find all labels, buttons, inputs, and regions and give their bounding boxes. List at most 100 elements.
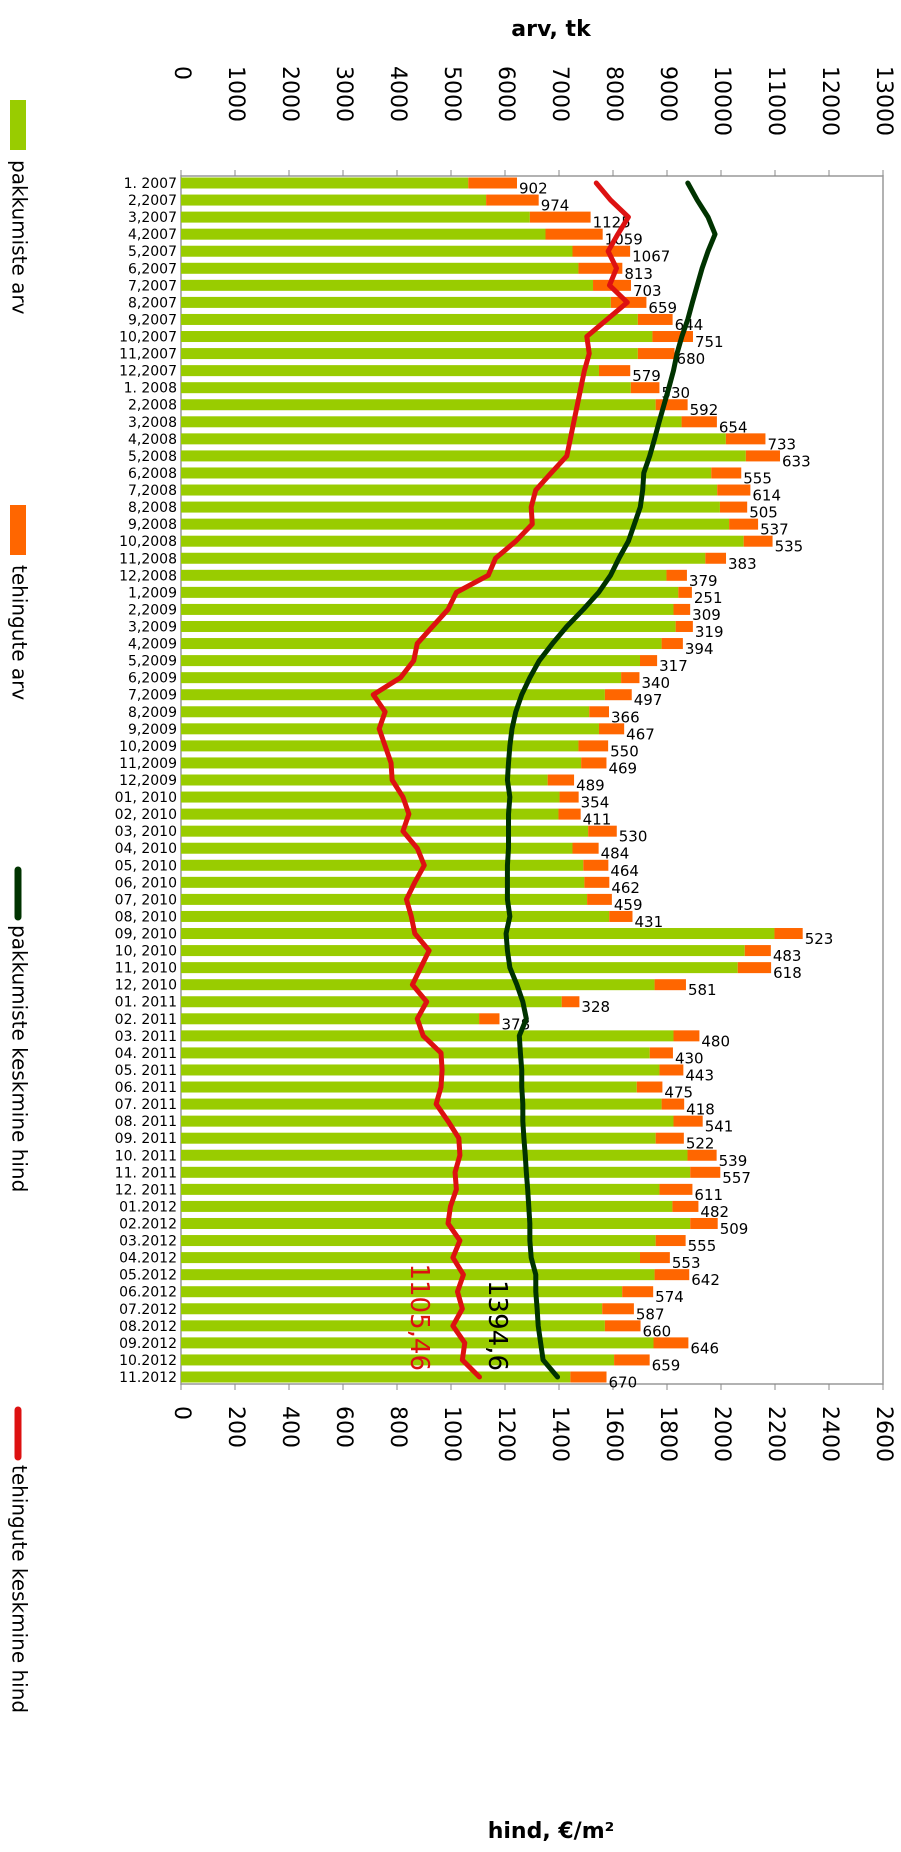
data-label: 383 — [728, 555, 757, 573]
bar-segment — [181, 620, 676, 632]
bar-segment — [588, 825, 617, 837]
bar-segment — [640, 1252, 670, 1264]
data-label: 659 — [652, 1356, 681, 1374]
legend-swatch — [10, 100, 26, 150]
legend-label: pakkumiste keskmine hind — [8, 925, 32, 1192]
x2-tick-label: 1600 — [601, 1406, 626, 1462]
bar-segment — [181, 1166, 691, 1178]
bar-segment — [687, 1149, 717, 1161]
bar-segment — [744, 945, 771, 957]
x2-tick-label: 2400 — [817, 1406, 842, 1462]
bar-segment — [558, 808, 581, 820]
x2-tick-label: 200 — [223, 1406, 248, 1448]
data-label: 480 — [701, 1032, 730, 1050]
bar-segment — [181, 1030, 674, 1042]
bar-segment — [666, 569, 687, 581]
x2-tick-label: 1200 — [493, 1406, 518, 1462]
bar-segment — [673, 1115, 703, 1127]
data-label: 317 — [659, 657, 688, 675]
legend-label: pakkumiste arv — [8, 160, 32, 315]
category-label: 09. 2011 — [115, 1131, 177, 1147]
x-tick-label: 3000 — [331, 66, 356, 122]
bar-segment — [655, 399, 688, 411]
category-label: 01, 2010 — [115, 790, 177, 806]
bar-segment — [181, 586, 679, 598]
data-label: 670 — [609, 1374, 638, 1392]
bar-segment — [598, 723, 625, 735]
category-label: 12, 2010 — [115, 978, 177, 994]
data-label: 550 — [610, 742, 639, 760]
bar-segment — [678, 586, 692, 598]
category-label: 11, 2010 — [115, 961, 177, 977]
data-label: 469 — [608, 759, 637, 777]
data-label: 418 — [686, 1101, 715, 1119]
data-label: 539 — [719, 1152, 748, 1170]
data-label: 581 — [688, 981, 717, 999]
category-label: 06, 2010 — [115, 875, 177, 891]
x2-tick-label: 2200 — [763, 1406, 788, 1462]
data-label: 555 — [688, 1237, 717, 1255]
x2-tick-label: 600 — [331, 1406, 356, 1448]
data-label: 328 — [581, 998, 610, 1016]
bar-segment — [181, 859, 584, 871]
data-label: 489 — [576, 777, 605, 795]
category-label: 09, 2010 — [115, 927, 177, 943]
bar-segment — [181, 211, 530, 223]
data-label: 354 — [581, 794, 610, 812]
data-label: 654 — [719, 418, 748, 436]
category-label: 5,2008 — [128, 449, 177, 465]
data-label: 703 — [633, 282, 662, 300]
category-label: 10. 2011 — [115, 1148, 177, 1164]
x2-tick-label: 2000 — [709, 1406, 734, 1462]
bar-segment — [181, 228, 546, 240]
category-label: 7,2008 — [128, 483, 177, 499]
category-label: 10,2007 — [119, 330, 177, 346]
x2-tick-label: 800 — [385, 1406, 410, 1448]
x-tick-label: 4000 — [385, 66, 410, 122]
bar-segment — [181, 842, 573, 854]
bar-segment — [181, 945, 745, 957]
data-label: 497 — [634, 691, 663, 709]
bar-segment — [181, 1252, 640, 1264]
bar-segment — [181, 1098, 662, 1110]
data-label: 614 — [752, 487, 781, 505]
bar-segment — [690, 1217, 718, 1229]
bar-segment — [181, 740, 579, 752]
bar-segment — [181, 638, 662, 650]
category-label: 7,2009 — [128, 688, 177, 704]
category-label: 8,2007 — [128, 295, 177, 311]
x-tick-label: 12000 — [817, 66, 842, 136]
bar-segment — [711, 467, 742, 479]
category-label: 2,2007 — [128, 193, 177, 209]
bar-segment — [604, 689, 632, 701]
line-series — [503, 180, 718, 1380]
data-label: 633 — [782, 452, 811, 470]
data-label: 974 — [541, 197, 570, 215]
data-label: 484 — [601, 845, 630, 863]
x-tick-label: 8000 — [601, 66, 626, 122]
category-label: 04.2012 — [119, 1251, 177, 1267]
x2-tick-label: 1800 — [655, 1406, 680, 1462]
bar-segment — [655, 1235, 686, 1247]
bar-segment — [181, 1371, 571, 1383]
bar-segment — [653, 1337, 689, 1349]
bar-segment — [181, 365, 599, 377]
data-label: 319 — [695, 623, 724, 641]
data-label: 505 — [749, 504, 778, 522]
category-label: 04, 2010 — [115, 841, 177, 857]
bar-segment — [181, 808, 559, 820]
x2-axis-title: hind, €/m² — [488, 1819, 615, 1844]
category-label: 11.2012 — [119, 1370, 177, 1386]
bar-segment — [659, 1064, 684, 1076]
category-label: 10, 2010 — [115, 944, 177, 960]
bar-segment — [181, 876, 585, 888]
category-label: 01. 2011 — [115, 995, 177, 1011]
bar-segment — [181, 450, 746, 462]
category-label: 07.2012 — [119, 1302, 177, 1318]
data-label: 443 — [685, 1066, 714, 1084]
bar-segment — [745, 450, 781, 462]
bar-segment — [572, 245, 631, 257]
category-label: 10,2009 — [119, 739, 177, 755]
bar-segment — [181, 893, 588, 905]
bar-segment — [181, 348, 638, 360]
